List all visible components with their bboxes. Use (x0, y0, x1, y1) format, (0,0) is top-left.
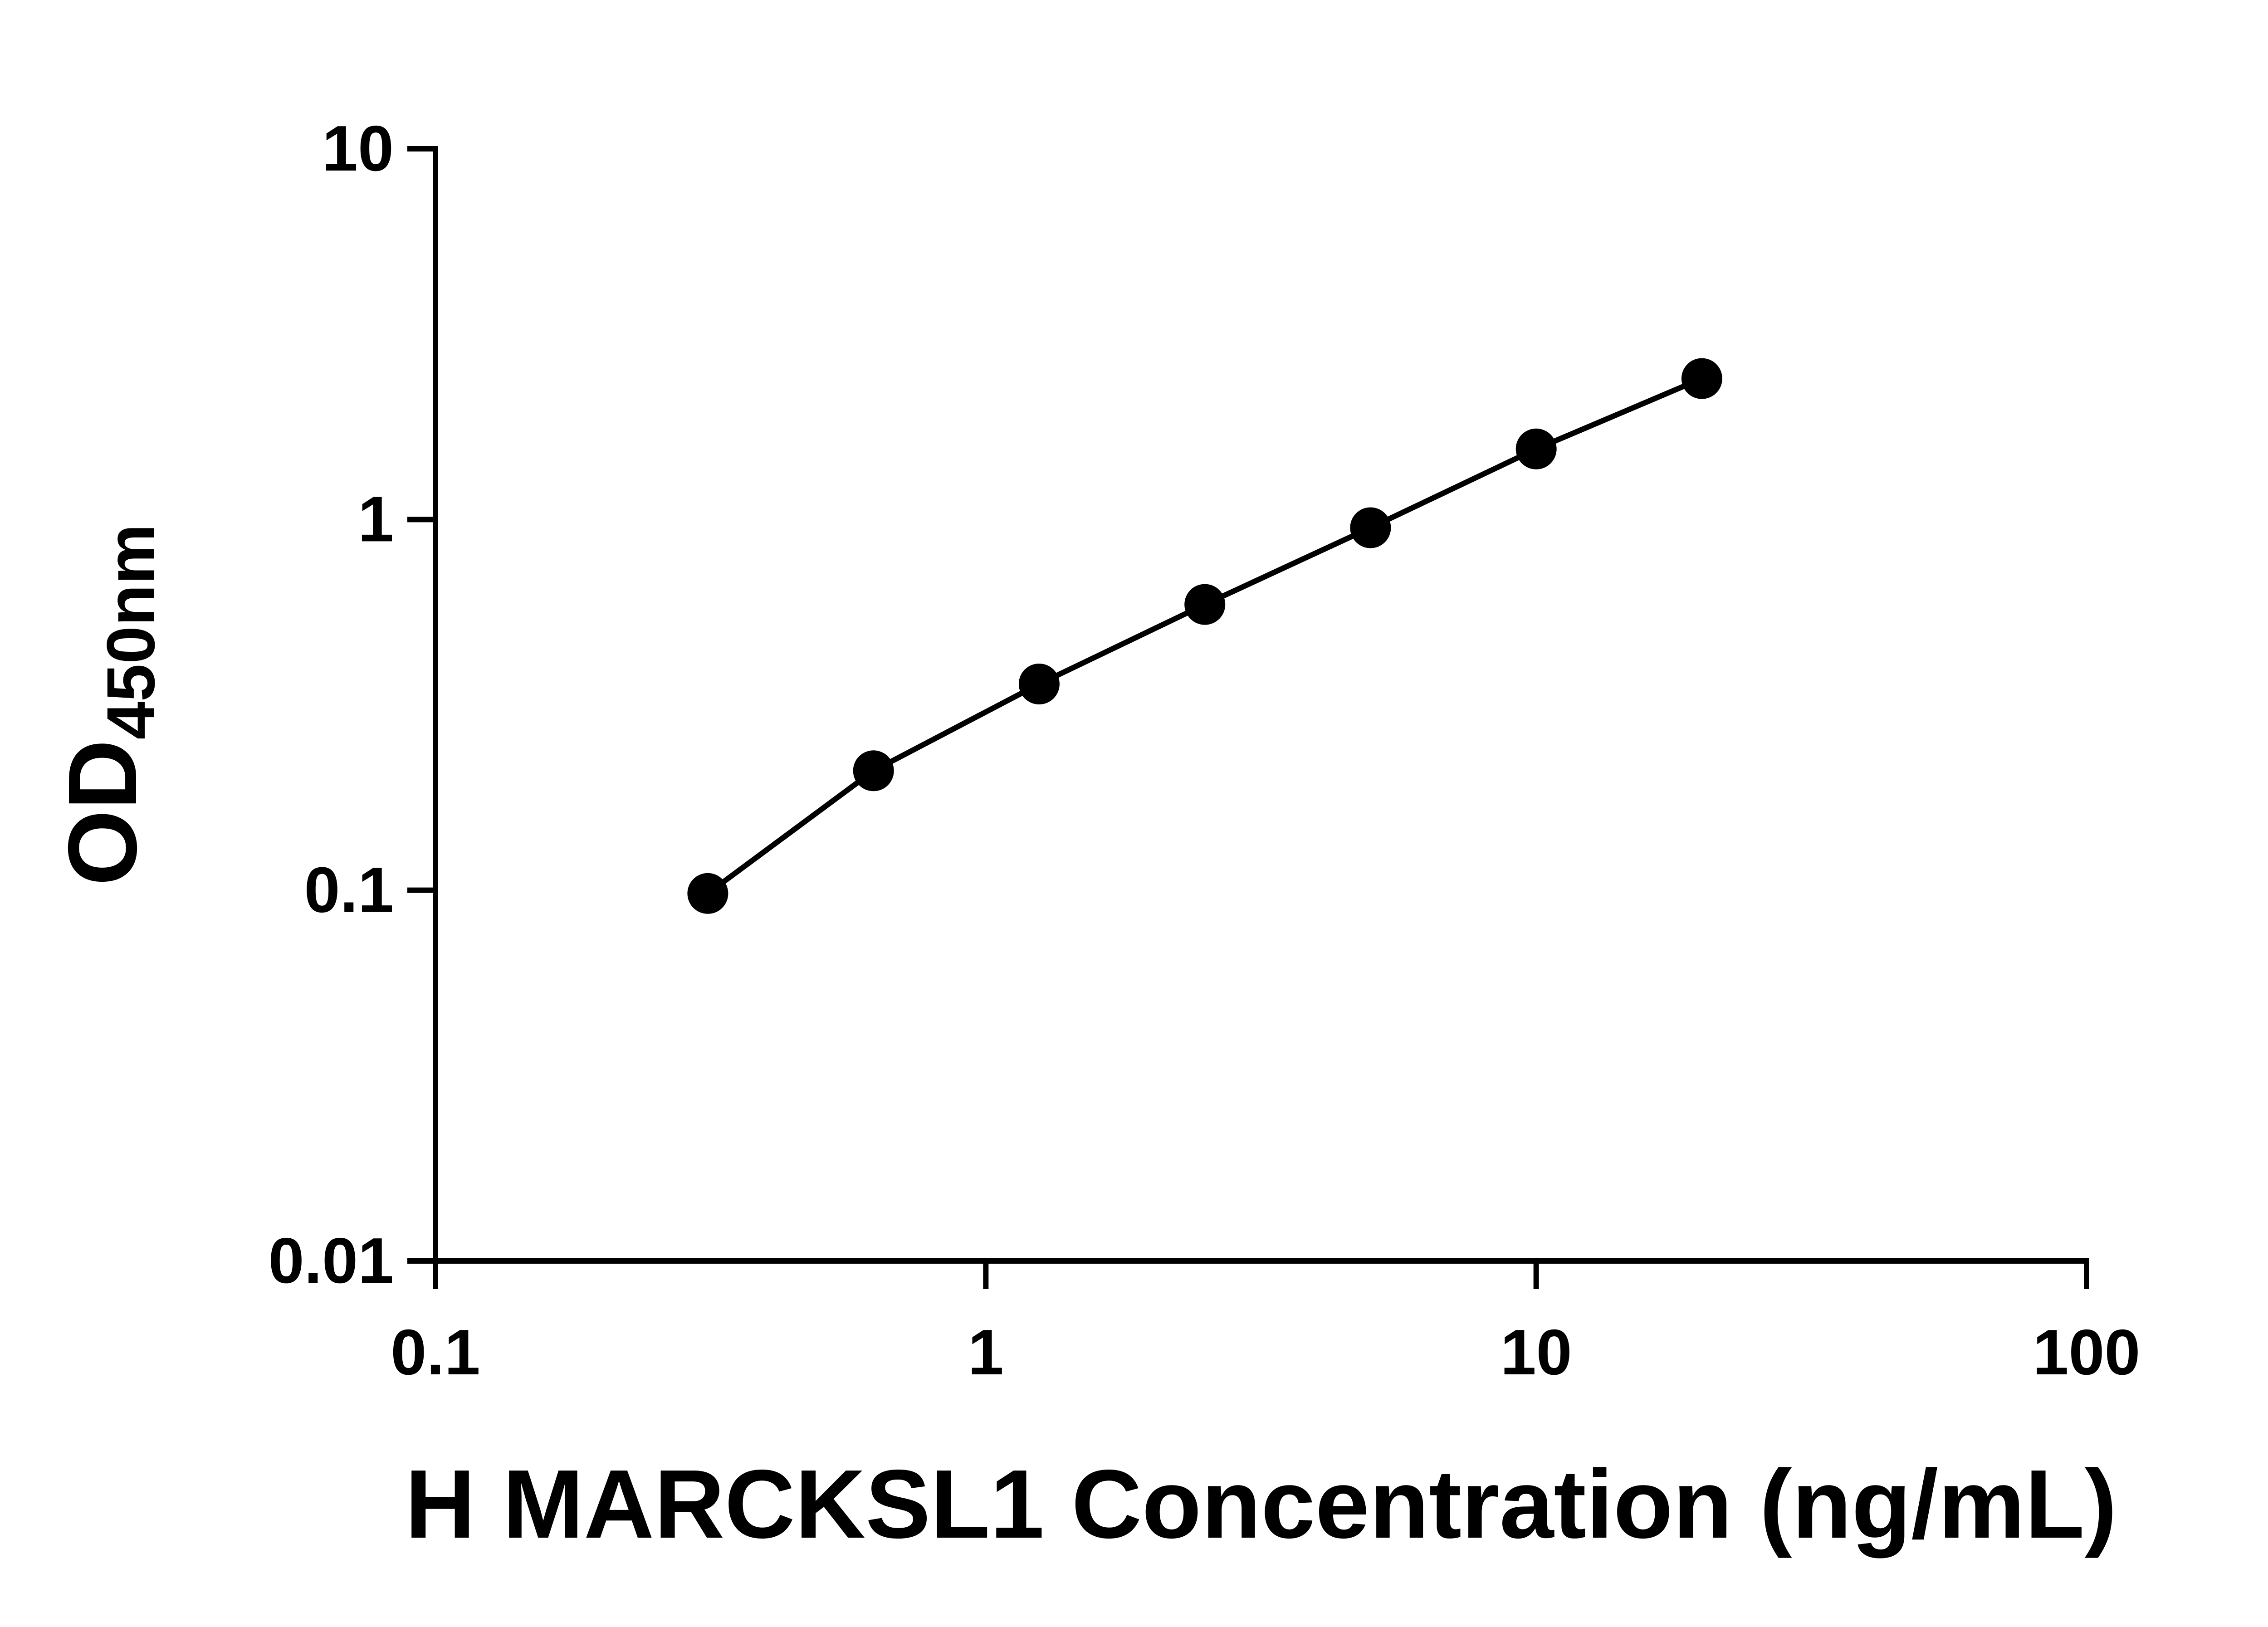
ticks-layer: 0.1 1 10 100 0.01 0.1 1 10 (269, 112, 2141, 1388)
y-tick-label-1: 0.1 (304, 854, 394, 926)
y-axis-title: OD450nm (48, 524, 169, 886)
x-tick-label-2: 10 (1501, 1316, 1572, 1388)
x-tick-label-0: 0.1 (391, 1316, 480, 1388)
y-tick-label-2: 1 (358, 483, 394, 555)
data-point-6 (1681, 358, 1722, 399)
data-point-5 (1515, 428, 1557, 469)
data-point-4 (1350, 507, 1391, 548)
data-point-2 (1018, 664, 1060, 704)
x-tick-label-1: 1 (968, 1316, 1004, 1388)
x-axis-title: H MARCKSL1 Concentration (ng/mL) (405, 1449, 2117, 1559)
data-point-0 (687, 873, 728, 914)
data-point-1 (853, 750, 894, 792)
x-tick-label-3: 100 (2033, 1316, 2141, 1388)
y-tick-label-0: 0.01 (269, 1225, 394, 1297)
data-point-3 (1184, 584, 1226, 625)
y-tick-label-3: 10 (322, 112, 394, 185)
y-axis-title-sub: 450nm (93, 524, 169, 739)
series-layer (687, 358, 1722, 914)
y-axis-title-main: OD (48, 739, 157, 886)
